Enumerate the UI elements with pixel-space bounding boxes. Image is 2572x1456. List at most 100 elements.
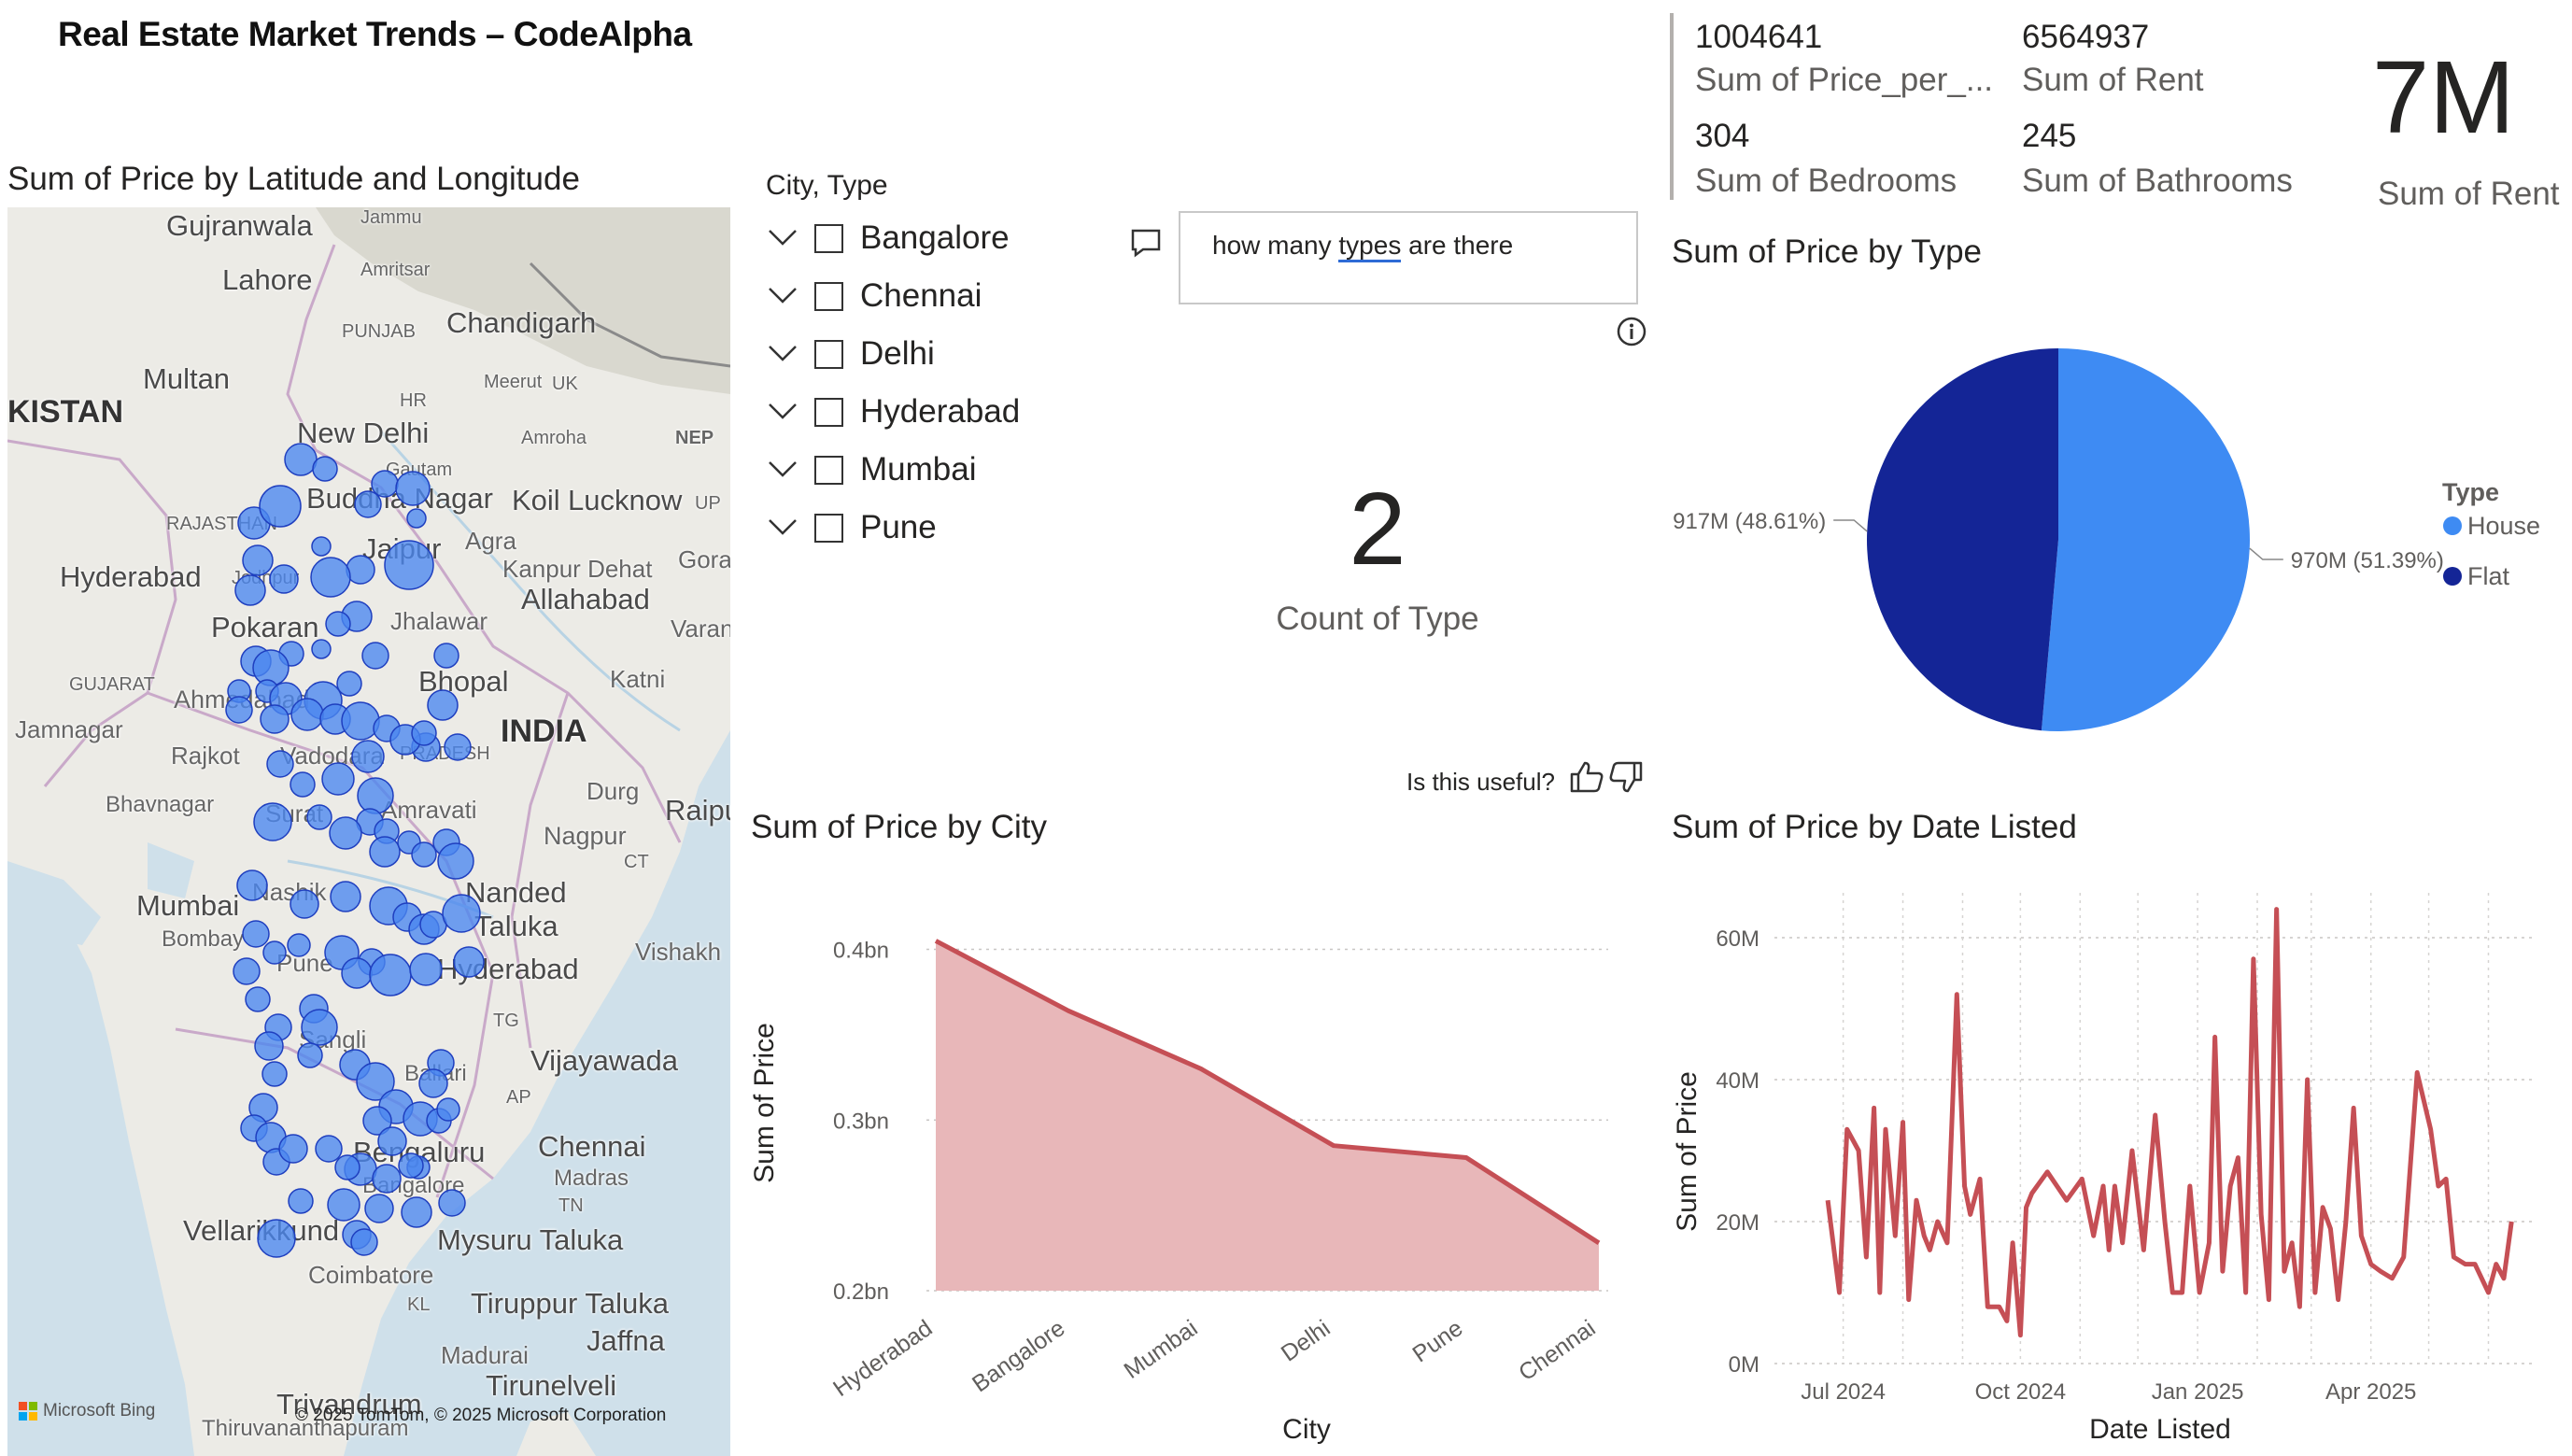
price-bubble <box>369 954 412 997</box>
slicer-checkbox[interactable] <box>814 339 843 369</box>
price-bubble <box>398 1152 424 1179</box>
area-chart[interactable]: 0.2bn 0.3bn 0.4bn Hyderabad Bangalore Mumbai D… <box>738 859 1662 1456</box>
area-fill <box>936 940 1599 1291</box>
line-x-tick-label: Apr 2025 <box>2325 1379 2416 1405</box>
map-label: Coimbatore <box>308 1261 434 1289</box>
price-bubbles[interactable] <box>7 207 730 1456</box>
map-label: Chennai <box>538 1130 646 1163</box>
map-label: Multan <box>143 362 231 395</box>
price-bubble <box>418 1068 448 1098</box>
map-label: Koil <box>512 484 560 516</box>
chevron-down-icon[interactable] <box>764 514 801 542</box>
map-label: Jaffna <box>586 1324 665 1357</box>
slicer-checkbox[interactable] <box>814 455 843 485</box>
slicer-item-label: Mumbai <box>860 451 977 488</box>
area-x-axis-label: City <box>1282 1414 1331 1445</box>
map-label: New Delhi <box>297 417 430 449</box>
slicer-item-pune[interactable]: Pune <box>764 504 937 551</box>
slicer-item-chennai[interactable]: Chennai <box>764 273 982 319</box>
slicer-item-delhi[interactable]: Delhi <box>764 331 935 377</box>
price-bubble <box>369 836 401 868</box>
chevron-down-icon[interactable] <box>764 340 801 368</box>
map-visual[interactable]: Gujranwala Jammu Lahore Amritsar Chandig… <box>7 207 730 1456</box>
price-bubble <box>269 564 299 594</box>
map-label: Kanpur Dehat <box>502 555 653 583</box>
chevron-down-icon[interactable] <box>764 282 801 310</box>
pie-legend-marker-house <box>2443 516 2462 535</box>
pie-data-label: 970M (51.39%) <box>2291 548 2444 573</box>
price-bubble <box>242 544 274 576</box>
info-icon[interactable] <box>1617 317 1646 351</box>
chevron-down-icon[interactable] <box>764 456 801 484</box>
line-series <box>1825 907 2514 1338</box>
price-bubble <box>301 1009 338 1046</box>
price-bubble <box>311 536 332 557</box>
qa-question-input[interactable]: how many types are there <box>1179 211 1638 304</box>
chevron-down-icon[interactable] <box>764 224 801 252</box>
price-bubble <box>437 842 474 880</box>
map-copyright: © 2025 TomTom, © 2025 Microsoft Corporat… <box>295 1406 667 1425</box>
thumbs-down-icon[interactable] <box>1608 760 1644 799</box>
map-label: Hyderabad <box>60 560 202 593</box>
map-label: Madras <box>554 1166 629 1191</box>
price-bubble <box>409 953 443 986</box>
map-label: Taluka <box>474 910 558 942</box>
line-y-axis-label: Sum of Price <box>1672 1071 1703 1232</box>
price-bubble <box>266 750 294 778</box>
line-y-tick-label: 0M <box>1729 1352 1759 1378</box>
price-bubble <box>325 611 351 637</box>
qa-query-flagged-word: types <box>1338 231 1402 262</box>
map-label: Gora <box>678 545 730 573</box>
price-bubble <box>297 1042 323 1068</box>
map-label: Tirunelveli <box>486 1369 617 1402</box>
price-bubble <box>257 1219 296 1258</box>
area-x-tick-label: Chennai <box>1514 1315 1600 1386</box>
slicer-item-hyderabad[interactable]: Hyderabad <box>764 389 1020 435</box>
pie-chart[interactable]: 970M (51.39%) 917M (48.61%) Type House Flat <box>1662 280 2572 766</box>
map-label: KL <box>407 1294 431 1315</box>
area-chart-title: Sum of Price by City <box>751 809 1048 845</box>
rent-card-value: 7M <box>2372 40 2515 155</box>
price-bubble <box>453 946 485 978</box>
map-label: Bhopal <box>418 665 509 698</box>
price-bubble <box>444 733 472 761</box>
map-label: Bombay <box>162 926 245 952</box>
price-bubble <box>245 986 271 1012</box>
map-label: Lucknow <box>568 484 683 516</box>
map-label: INDIA <box>501 714 587 749</box>
price-bubble <box>329 816 362 850</box>
line-x-axis-label: Date Listed <box>2089 1414 2231 1445</box>
price-bubble <box>427 689 459 721</box>
slicer-checkbox[interactable] <box>814 397 843 427</box>
line-chart-title: Sum of Price by Date Listed <box>1672 809 2077 845</box>
feedback-prompt: Is this useful? <box>1406 768 1555 796</box>
line-x-tick-label: Oct 2024 <box>1975 1379 2066 1405</box>
slicer-item-bangalore[interactable]: Bangalore <box>764 215 1010 262</box>
price-bubble <box>411 841 437 868</box>
price-bubble <box>253 802 292 841</box>
bing-logo-text: Microsoft Bing <box>43 1401 156 1421</box>
line-chart[interactable]: 0M 20M 40M 60M Jul 2024 Oct 2024 Jan 2025 Apr 2… <box>1662 859 2572 1456</box>
slicer-checkbox[interactable] <box>814 281 843 311</box>
thumbs-up-icon[interactable] <box>1569 760 1604 799</box>
comment-icon[interactable] <box>1130 228 1162 262</box>
map-label: Mumbai <box>136 889 240 922</box>
chevron-down-icon[interactable] <box>764 398 801 426</box>
line-x-tick-label: Jan 2025 <box>2152 1379 2244 1405</box>
slicer-checkbox[interactable] <box>814 223 843 253</box>
price-bubble <box>233 957 261 985</box>
price-bubble <box>354 490 382 518</box>
map-label: Nagpur <box>544 822 627 850</box>
slicer-checkbox[interactable] <box>814 513 843 543</box>
map-label: Amritsar <box>360 260 431 280</box>
slicer-item-mumbai[interactable]: Mumbai <box>764 446 976 493</box>
rent-card-label: Sum of Rent <box>2378 176 2560 212</box>
map-label: Meerut <box>484 372 543 392</box>
map-label: Rajkot <box>171 742 240 770</box>
map-label: Gujranwala <box>166 209 313 242</box>
map-label: NEP <box>675 428 714 448</box>
price-bubble <box>261 1061 288 1087</box>
area-x-tick-label: Bangalore <box>968 1315 1069 1397</box>
price-bubble <box>234 574 266 606</box>
pie-slice-house <box>2041 348 2250 731</box>
